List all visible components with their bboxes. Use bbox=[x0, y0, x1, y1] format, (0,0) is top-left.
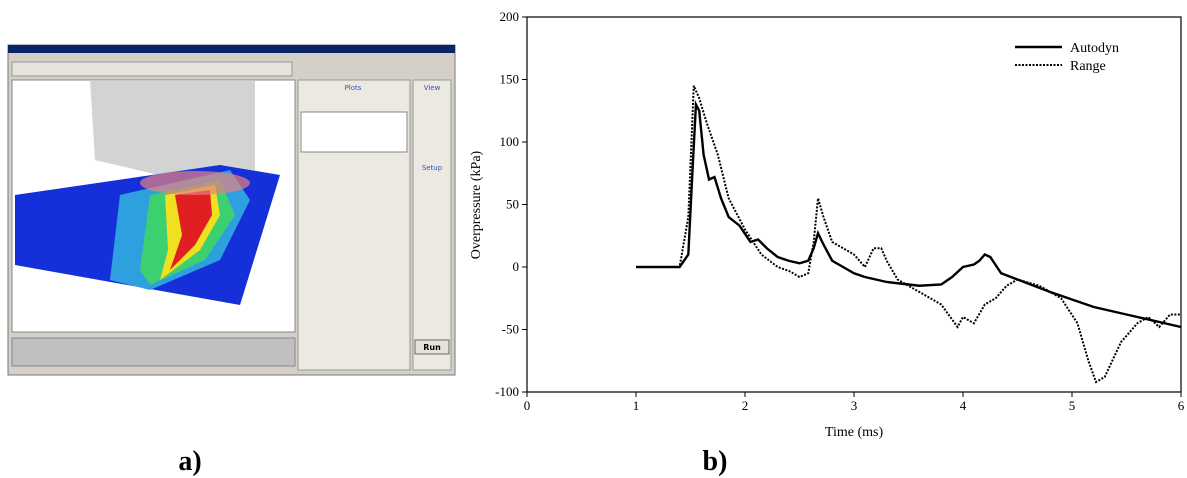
view-panel bbox=[412, 79, 452, 371]
status-bar bbox=[11, 337, 296, 367]
series-line bbox=[636, 85, 1181, 384]
x-tick-label: 0 bbox=[524, 398, 531, 413]
plots-tab: Plots bbox=[345, 84, 362, 92]
crater bbox=[140, 171, 250, 195]
y-tick-label: 100 bbox=[500, 134, 520, 149]
y-axis-label: Overpressure (kPa) bbox=[469, 150, 484, 259]
legend-label: Autodyn bbox=[1070, 41, 1119, 56]
x-tick-label: 4 bbox=[960, 398, 967, 413]
x-tick-label: 2 bbox=[742, 398, 749, 413]
y-tick-label: -100 bbox=[495, 384, 519, 399]
y-tick-label: 150 bbox=[500, 72, 520, 87]
view-tab: View bbox=[424, 84, 441, 92]
y-tick-label: 50 bbox=[506, 197, 519, 212]
panel-label: b) bbox=[703, 446, 728, 477]
list-box bbox=[300, 111, 408, 153]
contour-4 bbox=[170, 190, 212, 270]
y-tick-label: 200 bbox=[500, 9, 520, 24]
setup-tab: Setup bbox=[422, 164, 443, 172]
x-tick-label: 5 bbox=[1069, 398, 1076, 413]
y-tick-label: -50 bbox=[502, 322, 519, 337]
run-button bbox=[414, 339, 450, 355]
software-screenshot: Plots View Setup Run bbox=[7, 44, 456, 376]
x-tick-label: 6 bbox=[1178, 398, 1185, 413]
panel-label: a) bbox=[178, 446, 201, 477]
toolbar bbox=[11, 61, 293, 77]
x-axis-label: Time (ms) bbox=[825, 425, 884, 440]
series-line bbox=[636, 100, 1182, 329]
y-tick-label: 0 bbox=[513, 259, 520, 274]
x-tick-label: 1 bbox=[633, 398, 640, 413]
dome bbox=[90, 80, 255, 180]
run-label: Run bbox=[423, 343, 441, 352]
x-tick-label: 3 bbox=[851, 398, 858, 413]
title-bar bbox=[8, 45, 455, 53]
legend-label: Range bbox=[1070, 59, 1106, 74]
